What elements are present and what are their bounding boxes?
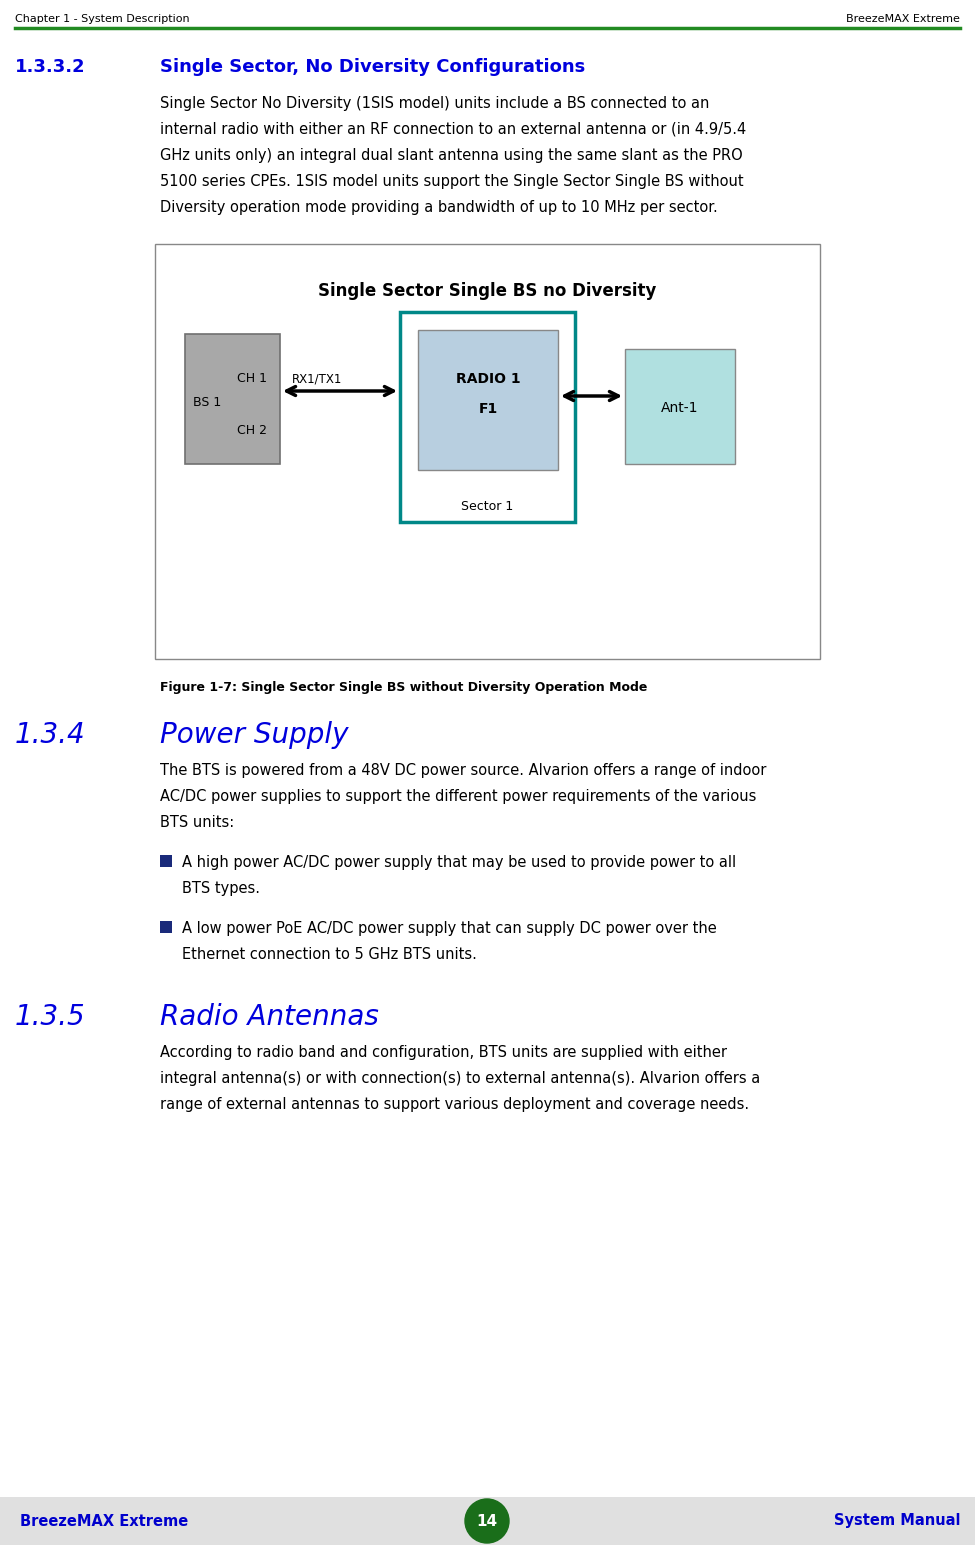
Text: Single Sector Single BS no Diversity: Single Sector Single BS no Diversity xyxy=(318,283,657,300)
Text: CH 2: CH 2 xyxy=(237,423,267,437)
Text: Ant-1: Ant-1 xyxy=(661,402,699,416)
Text: internal radio with either an RF connection to an external antenna or (in 4.9/5.: internal radio with either an RF connect… xyxy=(160,122,746,138)
Text: BreezeMAX Extreme: BreezeMAX Extreme xyxy=(846,14,960,25)
Bar xyxy=(160,921,172,933)
Bar xyxy=(418,331,558,470)
Text: Radio Antennas: Radio Antennas xyxy=(160,1003,379,1031)
Text: Chapter 1 - System Description: Chapter 1 - System Description xyxy=(15,14,189,25)
Text: range of external antennas to support various deployment and coverage needs.: range of external antennas to support va… xyxy=(160,1097,749,1112)
Text: BTS types.: BTS types. xyxy=(182,881,260,896)
Text: RX1/TX1: RX1/TX1 xyxy=(292,372,342,386)
Text: F1: F1 xyxy=(479,402,497,416)
Text: A low power PoE AC/DC power supply that can supply DC power over the: A low power PoE AC/DC power supply that … xyxy=(182,921,717,936)
Text: Ethernet connection to 5 GHz BTS units.: Ethernet connection to 5 GHz BTS units. xyxy=(182,947,477,963)
Bar xyxy=(400,312,575,522)
Bar xyxy=(155,244,820,660)
Text: BTS units:: BTS units: xyxy=(160,816,234,830)
Text: A high power AC/DC power supply that may be used to provide power to all: A high power AC/DC power supply that may… xyxy=(182,854,736,870)
Text: RADIO 1: RADIO 1 xyxy=(455,372,521,386)
Text: AC/DC power supplies to support the different power requirements of the various: AC/DC power supplies to support the diff… xyxy=(160,789,757,803)
Bar xyxy=(160,854,172,867)
Text: 5100 series CPEs. 1SIS model units support the Single Sector Single BS without: 5100 series CPEs. 1SIS model units suppo… xyxy=(160,175,744,188)
Bar xyxy=(185,334,280,463)
Text: GHz units only) an integral dual slant antenna using the same slant as the PRO: GHz units only) an integral dual slant a… xyxy=(160,148,743,164)
Text: Diversity operation mode providing a bandwidth of up to 10 MHz per sector.: Diversity operation mode providing a ban… xyxy=(160,199,718,215)
Text: 1.3.4: 1.3.4 xyxy=(15,722,86,749)
Circle shape xyxy=(465,1499,509,1543)
Text: According to radio band and configuration, BTS units are supplied with either: According to radio band and configuratio… xyxy=(160,1044,727,1060)
Bar xyxy=(625,349,735,464)
Text: System Manual: System Manual xyxy=(834,1514,960,1528)
Bar xyxy=(0,1497,975,1545)
Text: BS 1: BS 1 xyxy=(193,396,221,409)
Text: 14: 14 xyxy=(477,1514,497,1528)
Text: Single Sector No Diversity (1SIS model) units include a BS connected to an: Single Sector No Diversity (1SIS model) … xyxy=(160,96,710,111)
Text: Sector 1: Sector 1 xyxy=(461,501,514,513)
Text: Single Sector, No Diversity Configurations: Single Sector, No Diversity Configuratio… xyxy=(160,59,585,76)
Text: CH 1: CH 1 xyxy=(237,372,267,385)
Text: 1.3.3.2: 1.3.3.2 xyxy=(15,59,86,76)
Text: integral antenna(s) or with connection(s) to external antenna(s). Alvarion offer: integral antenna(s) or with connection(s… xyxy=(160,1071,760,1086)
Text: The BTS is powered from a 48V DC power source. Alvarion offers a range of indoor: The BTS is powered from a 48V DC power s… xyxy=(160,763,766,779)
Text: Figure 1-7: Single Sector Single BS without Diversity Operation Mode: Figure 1-7: Single Sector Single BS with… xyxy=(160,681,647,694)
Text: 1.3.5: 1.3.5 xyxy=(15,1003,86,1031)
Text: BreezeMAX Extreme: BreezeMAX Extreme xyxy=(20,1514,188,1528)
Text: Power Supply: Power Supply xyxy=(160,722,348,749)
